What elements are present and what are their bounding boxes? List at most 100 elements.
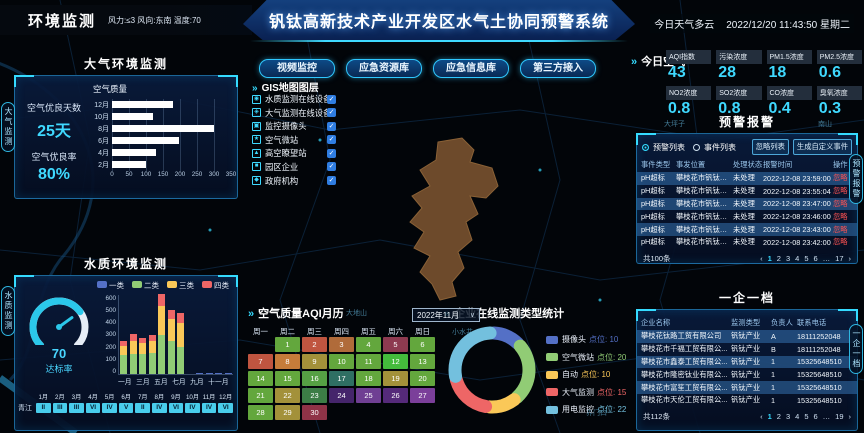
air-bar-category: 8月 bbox=[98, 126, 109, 133]
water-bar-slot bbox=[167, 310, 177, 374]
gauge-arc bbox=[29, 297, 89, 349]
pager-page[interactable]: 17 bbox=[835, 253, 844, 263]
pager-page[interactable]: 2 bbox=[776, 253, 781, 263]
legend-label: 摄像头 bbox=[562, 335, 586, 345]
calendar-day-cell: 26 bbox=[383, 388, 408, 403]
water-bar-slot bbox=[119, 340, 129, 374]
ignore-action[interactable]: 忽略 bbox=[833, 224, 848, 234]
water-bar-segment bbox=[129, 334, 137, 341]
layer-checkbox[interactable]: ✓ bbox=[327, 108, 336, 118]
water-stacked-bar bbox=[205, 373, 213, 374]
y-tick: 300 bbox=[105, 331, 116, 339]
layer-checkbox[interactable]: ✓ bbox=[327, 148, 336, 158]
air-stat-card: NO2浓度 0.8 bbox=[666, 86, 712, 118]
gis-layer-item[interactable]: ◉ 水质监测在线设备 ✓ bbox=[252, 94, 336, 104]
today-weather: 今日天气多云 bbox=[654, 20, 715, 31]
pager-page[interactable]: 2 bbox=[776, 411, 781, 421]
pager-page[interactable]: 5 bbox=[804, 253, 809, 263]
pager-page[interactable]: 5 bbox=[804, 411, 809, 421]
table-cell: 15325648510 bbox=[797, 370, 842, 380]
pager-page[interactable]: … bbox=[822, 253, 831, 263]
column-header: 事发位置 bbox=[676, 159, 706, 169]
table-row: pH超标 攀枝花市钒钛产... 未处理 2022-12-08 23:55:04 忽略 bbox=[637, 185, 857, 198]
table-row: pH超标 攀枝花市钒钛产... 未处理 2022-12-08 23:42:00 忽略 bbox=[637, 236, 857, 249]
table-cell: 1 bbox=[771, 383, 776, 393]
ignore-action[interactable]: 忽略 bbox=[833, 211, 848, 221]
gis-layer-item[interactable]: ■ 园区企业 ✓ bbox=[252, 162, 336, 172]
air-bar-track bbox=[112, 147, 231, 159]
map-place-label: 南山 bbox=[818, 121, 832, 128]
pager-page[interactable]: 6 bbox=[813, 253, 818, 263]
side-tab[interactable]: 水质监测 bbox=[1, 286, 15, 336]
pager-page[interactable]: 4 bbox=[795, 411, 800, 421]
district-region[interactable] bbox=[409, 137, 499, 301]
table-cell: 攀枝花市钒钛产... bbox=[676, 186, 733, 196]
air-stat-label: SO2浓度 bbox=[716, 86, 762, 100]
calendar-day-cell: 25 bbox=[356, 388, 381, 403]
pager-page[interactable]: 19 bbox=[835, 411, 844, 421]
alarm-action-button[interactable]: 忽略列表 bbox=[751, 139, 789, 155]
pager-page[interactable]: 3 bbox=[785, 411, 791, 421]
month-cell: 1月 bbox=[38, 393, 49, 401]
chevron-down-icon: ∨ bbox=[469, 312, 475, 319]
x-tick: 350 bbox=[225, 171, 237, 178]
ignore-action[interactable]: 忽略 bbox=[833, 237, 848, 247]
pager-page[interactable]: 6 bbox=[813, 411, 818, 421]
alarm-tab-label[interactable]: 预警列表 bbox=[653, 142, 685, 152]
menu-button[interactable]: 应急资源库 bbox=[346, 59, 422, 78]
month-cell: 11月 bbox=[202, 393, 216, 401]
gis-layer-item[interactable]: ★ 空气微站 ✓ bbox=[252, 135, 336, 145]
menu-button[interactable]: 应急信息库 bbox=[433, 59, 509, 78]
calendar-day-cell: 1 bbox=[275, 337, 300, 352]
ignore-action[interactable]: 忽略 bbox=[833, 198, 848, 208]
alarm-tab-label[interactable]: 事件列表 bbox=[704, 142, 736, 152]
air-stats-grid: AQI指数 43 污染浓度 28 PM1.5浓度 18 PM2.5浓度 0.6 NO2浓度 0.8… bbox=[666, 50, 862, 118]
water-panel: 一类 二类 三类 四类 70 达标率 600 500 400 300 200 100 0 一月 三月… bbox=[14, 275, 238, 431]
pager-prev[interactable]: ‹ bbox=[760, 253, 763, 263]
water-bar-slot bbox=[138, 338, 148, 374]
legend-swatch bbox=[202, 281, 212, 288]
alarm-action-button[interactable]: 生成自定义事件 bbox=[792, 139, 852, 155]
radio-selected[interactable] bbox=[642, 143, 649, 151]
layer-checkbox[interactable]: ✓ bbox=[327, 121, 336, 131]
side-tab[interactable]: 一企一档 bbox=[849, 324, 863, 374]
gis-layer-item[interactable]: ▣ 监控摄像头 ✓ bbox=[252, 121, 336, 131]
table-cell: 钒钛产业 bbox=[731, 344, 761, 354]
layer-label: 大气监测在线设备 bbox=[265, 107, 332, 118]
pager-page[interactable]: 3 bbox=[785, 253, 791, 263]
air-stat-value: 18 bbox=[768, 64, 787, 81]
month-selector-dropdown[interactable]: 2022年11月 ∨ bbox=[412, 308, 480, 322]
water-bar-segment bbox=[129, 340, 137, 354]
pager-next[interactable]: › bbox=[848, 411, 852, 421]
air-bar-row: 10月 bbox=[91, 111, 231, 123]
river-level-cell: III bbox=[52, 403, 68, 413]
aqi-calendar-grid: 周一 周二 周三 周四 周五 周六 周日 1 2 3 4 5 6 7 8 9 10 11 12 13 14 15 16 17 1… bbox=[248, 326, 444, 420]
pager-page[interactable]: 1 bbox=[767, 253, 772, 263]
water-bar-segment bbox=[158, 294, 166, 307]
pager-page[interactable]: 1 bbox=[767, 411, 772, 421]
pager-prev[interactable]: ‹ bbox=[760, 411, 763, 421]
air-stat-value: 0.6 bbox=[818, 64, 841, 81]
layer-checkbox[interactable]: ✓ bbox=[327, 135, 336, 145]
side-tab[interactable]: 预警报警 bbox=[849, 154, 863, 204]
menu-button[interactable]: 第三方接入 bbox=[520, 59, 596, 78]
air-bar-track bbox=[112, 99, 231, 111]
pager-page[interactable]: 4 bbox=[795, 253, 800, 263]
menu-button[interactable]: 视频监控 bbox=[259, 59, 335, 78]
layer-checkbox[interactable]: ✓ bbox=[327, 162, 336, 172]
pager-next[interactable]: › bbox=[848, 253, 852, 263]
gis-layer-item[interactable]: ◈ 大气监测在线设备 ✓ bbox=[252, 108, 336, 118]
pager-page[interactable]: … bbox=[822, 411, 831, 421]
side-tab[interactable]: 大气监测 bbox=[1, 102, 15, 152]
river-level-cell: VI bbox=[168, 403, 184, 413]
radio-unselected[interactable] bbox=[693, 143, 700, 151]
gis-layer-item[interactable]: ▲ 高空瞭望站 ✓ bbox=[252, 148, 336, 158]
donut-legend: 摄像头 点位: 10 空气微站 点位: 20 自动 点位: 10 大气监测 点位: 15 用电监… bbox=[546, 331, 626, 419]
gis-layer-item[interactable]: ◆ 政府机构 ✓ bbox=[252, 176, 336, 186]
layer-checkbox[interactable]: ✓ bbox=[327, 94, 336, 104]
layer-checkbox[interactable]: ✓ bbox=[327, 176, 336, 186]
air-bar bbox=[112, 125, 214, 132]
water-stacked-bar bbox=[120, 340, 128, 374]
table-cell: 攀枝花钛路工贸有限公司 bbox=[641, 331, 722, 341]
